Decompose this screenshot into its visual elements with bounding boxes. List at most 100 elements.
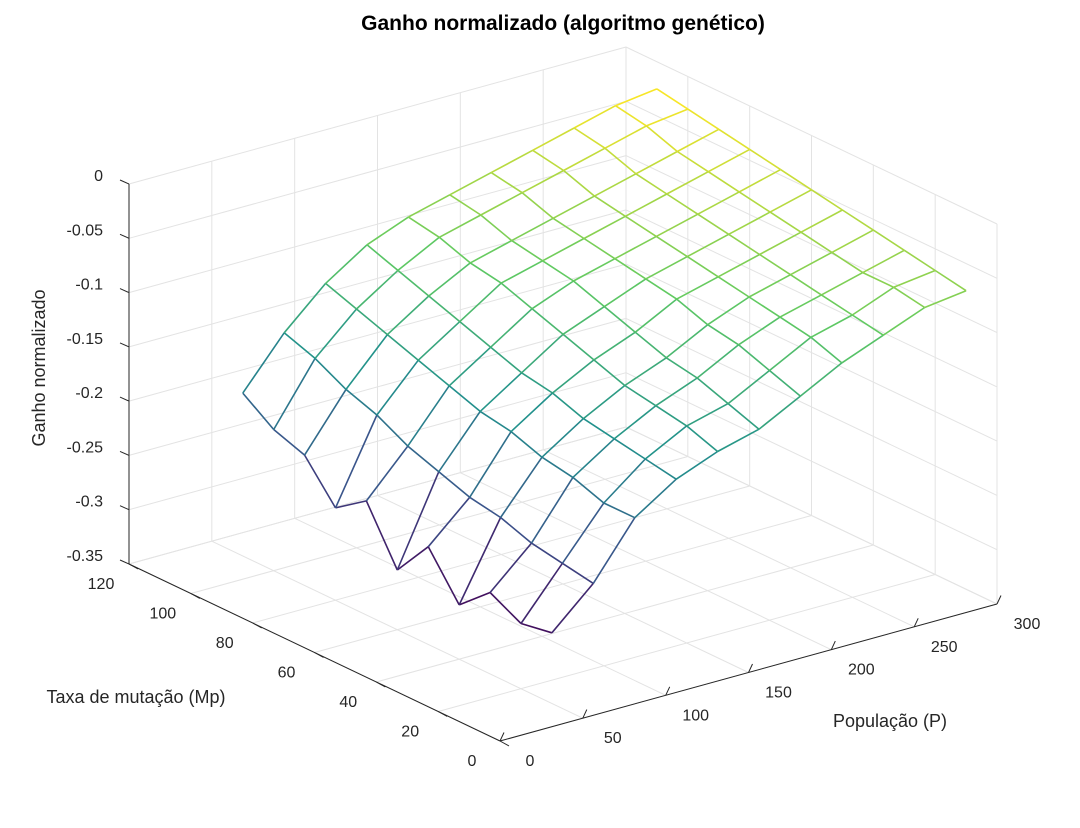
mesh-segment xyxy=(469,239,513,264)
mesh-segment xyxy=(727,402,760,430)
mesh-segment xyxy=(686,402,729,427)
mesh-segment xyxy=(521,192,554,219)
mesh-segment xyxy=(749,148,782,171)
mesh-segment xyxy=(644,458,677,480)
mesh-segment xyxy=(563,147,606,172)
mesh-segment xyxy=(862,271,895,289)
mesh-segment xyxy=(489,591,522,625)
grid-line xyxy=(625,372,998,551)
mesh-segment xyxy=(800,231,833,254)
mesh-segment xyxy=(408,194,451,218)
y-tick-label: 120 xyxy=(88,576,115,593)
mesh-segment xyxy=(561,502,605,564)
mesh-segment xyxy=(459,320,492,348)
mesh-segment xyxy=(676,298,709,326)
mesh-segment xyxy=(438,236,471,264)
mesh-segment xyxy=(676,150,709,173)
mesh-segment xyxy=(779,294,822,318)
mesh-segment xyxy=(407,385,450,447)
z-tick-label: -0.05 xyxy=(67,222,104,239)
mesh-segment xyxy=(520,562,564,624)
y-axis-label: Taxa de mutação (Mp) xyxy=(46,687,225,707)
z-tick-label: -0.3 xyxy=(75,494,103,511)
z-tick-mark xyxy=(119,450,130,456)
mesh-segment xyxy=(314,357,347,390)
grid-line xyxy=(128,46,627,185)
mesh-segment xyxy=(613,438,646,460)
mesh-segment xyxy=(686,425,719,453)
grid-line xyxy=(128,317,627,456)
mesh-segment xyxy=(531,542,563,564)
mesh-segment xyxy=(862,249,905,274)
mesh-segment xyxy=(325,244,368,284)
y-tick-mark xyxy=(499,740,510,747)
mesh-segment xyxy=(562,333,595,361)
mesh-segment xyxy=(903,249,936,272)
z-tick-mark xyxy=(119,288,130,294)
mesh-segment xyxy=(489,542,533,594)
mesh-segment xyxy=(769,189,812,213)
mesh-segment xyxy=(365,445,409,502)
mesh-segment xyxy=(325,282,358,310)
mesh-segment xyxy=(407,445,440,473)
mesh-segment xyxy=(573,257,616,282)
mesh-segment xyxy=(790,251,833,276)
mesh-segment xyxy=(696,344,740,379)
y-tick-mark xyxy=(190,593,201,599)
mesh-segment xyxy=(561,562,594,585)
mesh-segment xyxy=(499,456,543,518)
mesh-segment xyxy=(242,392,275,431)
mesh-segment xyxy=(448,385,481,413)
mesh-segment xyxy=(303,454,337,509)
mesh-segment xyxy=(593,359,626,387)
mesh-segment xyxy=(355,308,388,336)
grid-line xyxy=(252,485,750,624)
mesh-segment xyxy=(521,169,564,194)
mesh-segment xyxy=(728,233,761,256)
mesh-segment xyxy=(655,235,688,258)
y-tick-mark xyxy=(128,563,139,570)
grid-line xyxy=(376,544,874,683)
mesh-segment xyxy=(510,392,554,433)
mesh-segment xyxy=(479,372,523,412)
mesh-segment xyxy=(594,195,626,217)
grid-line xyxy=(438,574,936,712)
mesh-segment xyxy=(779,316,812,338)
mesh-segment xyxy=(717,253,760,278)
grid-line xyxy=(128,426,627,565)
mesh-segment xyxy=(427,546,460,606)
grid-line xyxy=(128,155,627,294)
mesh-segment xyxy=(510,430,543,458)
mesh-segment xyxy=(407,216,440,238)
y-tick-mark xyxy=(437,711,448,717)
mesh-segment xyxy=(604,147,637,175)
mesh-segment xyxy=(273,428,306,456)
mesh-segment xyxy=(469,262,502,284)
mesh-segment xyxy=(821,271,864,296)
mesh-segment xyxy=(480,191,523,216)
mesh-segment xyxy=(314,308,358,359)
mesh-segment xyxy=(924,289,967,309)
mesh-segment xyxy=(851,314,884,336)
mesh-segment xyxy=(718,128,751,151)
mesh-segment xyxy=(820,294,853,316)
mesh-segment xyxy=(831,229,874,254)
mesh-segment xyxy=(541,456,574,479)
mesh-segment xyxy=(490,149,534,174)
mesh-segment xyxy=(634,478,677,519)
mesh-segment xyxy=(697,191,740,215)
mesh-segment xyxy=(532,149,565,172)
mesh-segment xyxy=(521,333,564,374)
mesh-segment xyxy=(727,369,770,405)
mesh-segment xyxy=(583,237,616,260)
mesh-segment xyxy=(738,316,781,346)
mesh-segment xyxy=(748,296,781,318)
x-tick-label: 300 xyxy=(1014,616,1041,633)
surface-mesh xyxy=(242,88,967,634)
mesh-segment xyxy=(376,359,419,416)
mesh-segment xyxy=(841,209,874,231)
mesh-segment xyxy=(458,591,491,606)
mesh-segment xyxy=(592,517,636,584)
x-tick-label: 150 xyxy=(765,685,792,702)
